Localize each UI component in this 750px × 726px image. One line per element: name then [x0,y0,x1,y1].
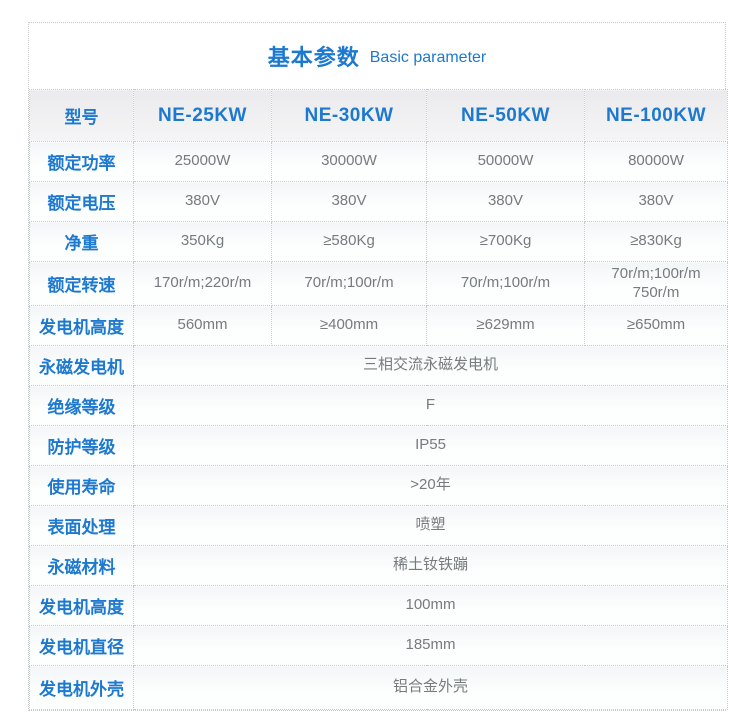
spec-table: 型号 NE-25KW NE-30KW NE-50KW NE-100KW 额定功率… [29,89,728,710]
spec-label-cell: 发电机直径 [29,625,134,666]
title-en: Basic parameter [369,49,487,66]
spec-value-cell: ≥400mm [271,305,427,346]
table-row-rated-voltage: 额定电压 380V 380V 380V 380V [29,181,728,222]
table-row-surface-treatment: 表面处理 喷塑 [29,505,728,546]
spec-value-cell: 380V [584,181,728,222]
spec-label-cell: 额定转速 [29,261,134,306]
table-title: 基本参数 Basic parameter [29,23,725,89]
spec-merged-value-cell: IP55 [133,425,728,466]
table-row-generator-height-2: 发电机高度 100mm [29,585,728,626]
title-zh: 基本参数 [267,45,360,70]
table-row-protection-class: 防护等级 IP55 [29,425,728,466]
spec-value-cell: 380V [426,181,585,222]
spec-value-cell: 170r/m;220r/m [133,261,272,306]
spec-label-cell: 永磁发电机 [29,345,134,386]
spec-merged-value-cell: >20年 [133,465,728,506]
spec-label-cell: 额定电压 [29,181,134,222]
spec-label-cell: 发电机高度 [29,585,134,626]
model-header-cell: NE-100KW [584,89,728,142]
spec-value-cell: 380V [133,181,272,222]
spec-label-cell: 净重 [29,221,134,262]
table-row-pm-generator: 永磁发电机 三相交流永磁发电机 [29,345,728,386]
spec-value-cell: 70r/m;100r/m [271,261,427,306]
spec-merged-value-cell: 稀土钕铁蹦 [133,545,728,586]
spec-merged-value-cell: 三相交流永磁发电机 [133,345,728,386]
spec-value-cell: 350Kg [133,221,272,262]
spec-label-cell: 使用寿命 [29,465,134,506]
model-header-cell: NE-25KW [133,89,272,142]
table-row-net-weight: 净重 350Kg ≥580Kg ≥700Kg ≥830Kg [29,221,728,262]
model-header-cell: NE-50KW [426,89,585,142]
spec-merged-value-cell: 铝合金外壳 [133,665,728,710]
spec-value-cell: 80000W [584,141,728,182]
spec-value-cell: 70r/m;100r/m [426,261,585,306]
spec-value-cell: 560mm [133,305,272,346]
model-header-row: 型号 NE-25KW NE-30KW NE-50KW NE-100KW [29,89,728,142]
spec-label-cell: 表面处理 [29,505,134,546]
table-row-generator-height: 发电机高度 560mm ≥400mm ≥629mm ≥650mm [29,305,728,346]
table-row-generator-shell: 发电机外壳 铝合金外壳 [29,665,728,710]
spec-value-cell: ≥700Kg [426,221,585,262]
spec-value-cell: ≥629mm [426,305,585,346]
spec-value-cell: 30000W [271,141,427,182]
spec-label-cell: 发电机高度 [29,305,134,346]
spec-value-cell: ≥830Kg [584,221,728,262]
model-header-label: 型号 [29,89,134,142]
spec-value-cell: 380V [271,181,427,222]
table-row-generator-diameter: 发电机直径 185mm [29,625,728,666]
spec-value-cell: 25000W [133,141,272,182]
spec-value-cell: 50000W [426,141,585,182]
model-header-cell: NE-30KW [271,89,427,142]
spec-label-cell: 发电机外壳 [29,665,134,710]
spec-value-cell: ≥650mm [584,305,728,346]
spec-value-cell: ≥580Kg [271,221,427,262]
spec-label-cell: 绝缘等级 [29,385,134,426]
spec-value-cell: 70r/m;100r/m 750r/m [584,261,728,306]
table-row-pm-material: 永磁材料 稀土钕铁蹦 [29,545,728,586]
spec-merged-value-cell: 100mm [133,585,728,626]
spec-label-cell: 额定功率 [29,141,134,182]
spec-merged-value-cell: F [133,385,728,426]
spec-label-cell: 防护等级 [29,425,134,466]
table-row-rated-power: 额定功率 25000W 30000W 50000W 80000W [29,141,728,182]
table-row-service-life: 使用寿命 >20年 [29,465,728,506]
spec-merged-value-cell: 185mm [133,625,728,666]
table-row-insulation-class: 绝缘等级 F [29,385,728,426]
spec-merged-value-cell: 喷塑 [133,505,728,546]
spec-label-cell: 永磁材料 [29,545,134,586]
spec-table-panel: 基本参数 Basic parameter 型号 NE-25KW NE-30KW … [28,22,728,711]
table-row-rated-speed: 额定转速 170r/m;220r/m 70r/m;100r/m 70r/m;10… [29,261,728,306]
